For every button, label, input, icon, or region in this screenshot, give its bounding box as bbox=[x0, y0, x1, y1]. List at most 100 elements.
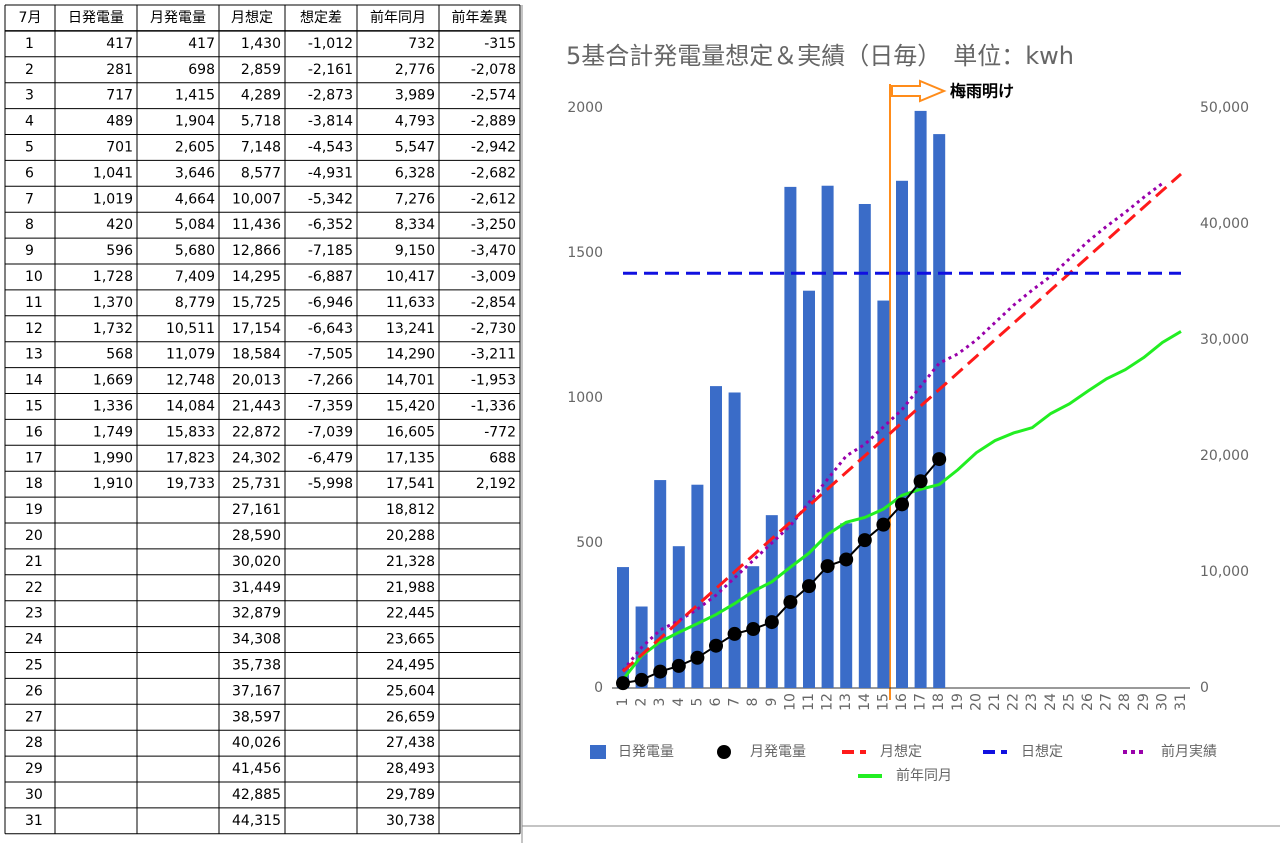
cell: 1,669 bbox=[93, 373, 133, 389]
row-label: 22 bbox=[25, 580, 43, 596]
cell: 38,597 bbox=[232, 709, 281, 725]
legend-swatch bbox=[717, 745, 731, 759]
cell: 11,633 bbox=[386, 295, 435, 311]
row-label: 8 bbox=[25, 217, 34, 233]
cell: 1,370 bbox=[93, 295, 133, 311]
cell: -6,946 bbox=[308, 295, 353, 311]
legend-label: 月想定 bbox=[880, 744, 922, 760]
cell: -1,336 bbox=[471, 398, 516, 414]
row-label: 19 bbox=[25, 502, 43, 518]
row-label: 10 bbox=[25, 269, 43, 285]
cell: 14,701 bbox=[386, 373, 435, 389]
x-tick-label: 9 bbox=[764, 698, 780, 707]
row-label: 5 bbox=[25, 139, 34, 155]
x-tick-label: 13 bbox=[838, 693, 854, 711]
dot bbox=[616, 676, 630, 691]
row-label: 21 bbox=[25, 554, 43, 570]
x-tick-label: 16 bbox=[894, 693, 910, 711]
row-label: 13 bbox=[25, 347, 43, 363]
cell: -2,889 bbox=[471, 114, 516, 130]
cell: 420 bbox=[106, 217, 133, 233]
cell: 27,161 bbox=[232, 502, 281, 518]
cell: 11,436 bbox=[232, 217, 281, 233]
column-header: 前年差異 bbox=[452, 9, 508, 26]
cell: 15,725 bbox=[232, 295, 281, 311]
x-tick-label: 31 bbox=[1173, 693, 1189, 711]
bar bbox=[840, 523, 853, 688]
row-label: 9 bbox=[25, 243, 34, 259]
x-tick-label: 25 bbox=[1061, 693, 1077, 711]
cell: 717 bbox=[106, 88, 133, 104]
x-tick-label: 12 bbox=[820, 693, 836, 711]
cell: 14,290 bbox=[386, 347, 435, 363]
cell: 3,646 bbox=[175, 165, 215, 181]
row-label: 20 bbox=[25, 528, 43, 544]
x-tick-label: 30 bbox=[1154, 693, 1170, 711]
bar bbox=[765, 515, 778, 688]
x-tick-label: 19 bbox=[950, 693, 966, 711]
dot bbox=[653, 664, 668, 679]
row-label: 6 bbox=[25, 165, 34, 181]
legend-label: 前月実績 bbox=[1161, 743, 1217, 760]
bar bbox=[858, 203, 871, 689]
x-tick-label: 14 bbox=[857, 693, 873, 711]
cell: 30,020 bbox=[232, 554, 281, 570]
cell: -6,887 bbox=[308, 269, 353, 285]
cell: -3,250 bbox=[471, 217, 516, 233]
dot bbox=[634, 672, 649, 687]
cell: -315 bbox=[484, 36, 516, 52]
column-header: 7月 bbox=[19, 10, 42, 26]
cell: -2,730 bbox=[471, 321, 516, 337]
bar bbox=[654, 480, 667, 688]
cell: 21,443 bbox=[232, 398, 281, 414]
cell: 596 bbox=[106, 243, 133, 259]
cell: 1,749 bbox=[93, 424, 133, 440]
cell: 42,885 bbox=[232, 787, 281, 803]
cell: 698 bbox=[188, 62, 215, 78]
cell: 1,336 bbox=[93, 398, 133, 414]
cell: 568 bbox=[106, 347, 133, 363]
cell: 1,041 bbox=[93, 165, 133, 181]
cell: 8,577 bbox=[241, 165, 281, 181]
y2-tick-label: 0 bbox=[1200, 680, 1209, 696]
row-label: 15 bbox=[25, 398, 43, 414]
row-label: 4 bbox=[25, 114, 34, 130]
cell: 7,148 bbox=[241, 139, 281, 155]
legend-label: 前年同月 bbox=[896, 767, 952, 784]
row-label: 17 bbox=[25, 450, 43, 466]
cell: -1,012 bbox=[308, 36, 353, 52]
dot bbox=[764, 615, 779, 630]
cell: -5,998 bbox=[308, 476, 353, 492]
dot bbox=[857, 533, 872, 548]
cell: 20,288 bbox=[386, 528, 435, 544]
chart-title: 5基合計発電量想定＆実績（日毎） 単位：kwh bbox=[566, 42, 1074, 70]
x-tick-label: 1 bbox=[615, 698, 631, 707]
cell: 2,605 bbox=[175, 139, 215, 155]
row-label: 16 bbox=[25, 424, 43, 440]
x-tick-label: 6 bbox=[708, 697, 724, 706]
cell: 41,456 bbox=[232, 761, 281, 777]
cell: 4,793 bbox=[395, 114, 435, 130]
cell: -7,185 bbox=[308, 243, 353, 259]
y2-tick-label: 10,000 bbox=[1200, 564, 1249, 580]
bar bbox=[784, 186, 797, 688]
cell: 19,733 bbox=[166, 476, 215, 492]
cell: 7,409 bbox=[175, 269, 215, 285]
bar bbox=[821, 185, 834, 688]
cell: 8,334 bbox=[395, 217, 435, 233]
cell: 24,495 bbox=[386, 657, 435, 673]
cell: 732 bbox=[408, 36, 435, 52]
cell: 22,445 bbox=[386, 606, 435, 622]
y-tick-label: 2000 bbox=[567, 100, 603, 116]
cell: 688 bbox=[489, 450, 516, 466]
dot bbox=[690, 650, 705, 665]
cell: -6,479 bbox=[308, 450, 353, 466]
cell: -2,612 bbox=[471, 191, 516, 207]
x-tick-label: 28 bbox=[1117, 693, 1133, 711]
row-label: 3 bbox=[25, 88, 34, 104]
dot bbox=[876, 517, 891, 532]
cell: 10,511 bbox=[166, 321, 215, 337]
cell: 1,430 bbox=[241, 36, 281, 52]
cell: 20,013 bbox=[232, 373, 281, 389]
cell: 21,328 bbox=[386, 554, 435, 570]
